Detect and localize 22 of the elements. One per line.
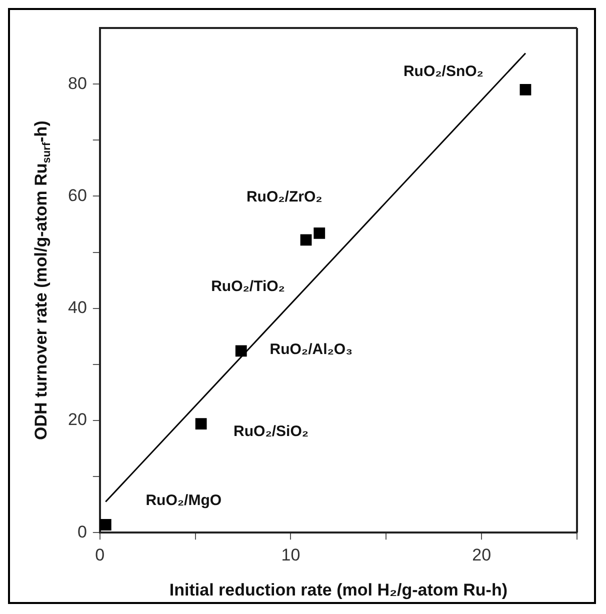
x-axis-title: Initial reduction rate (mol H₂/g-atom Ru-h) [169, 580, 508, 600]
y-tick-label: 40 [68, 298, 87, 318]
y-tick-label: 60 [68, 186, 87, 205]
x-tick-label: 0 [95, 545, 105, 564]
point [300, 234, 312, 246]
point [195, 418, 207, 430]
y-tick-label: 80 [68, 74, 87, 93]
annotation: RuO₂/MgO [146, 492, 222, 509]
annotation: RuO₂/SiO₂ [234, 422, 309, 440]
annotation: RuO₂/TiO₂ [211, 278, 285, 296]
annotation: RuO₂/SnO₂ [403, 62, 484, 80]
y-tick-label: 0 [77, 522, 87, 542]
point [235, 345, 247, 357]
annotation: RuO₂/Al₂O₃ [270, 341, 353, 358]
point [520, 84, 532, 96]
point [314, 228, 326, 239]
y-tick-label: 20 [68, 410, 87, 430]
annotation: RuO₂/ZrO₂ [246, 188, 322, 206]
x-tick-label: 20 [472, 545, 492, 564]
point [100, 519, 112, 530]
x-tick-label: 10 [281, 545, 300, 564]
y-axis-title: ODH turnover rate (mol/g-atom Rusurf-h) [32, 120, 54, 440]
